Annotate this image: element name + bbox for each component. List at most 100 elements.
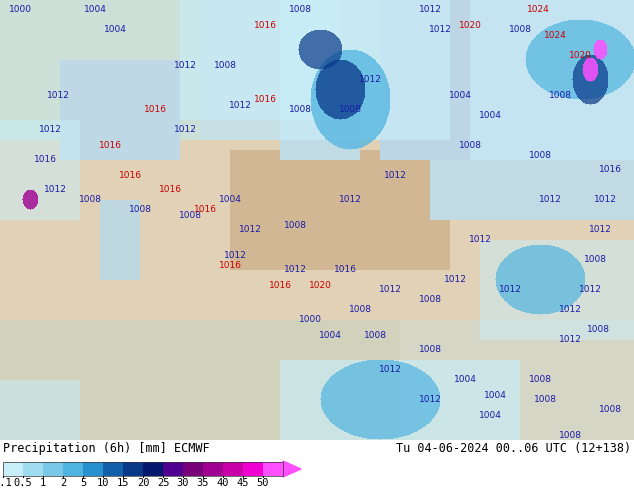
Text: 1012: 1012 xyxy=(283,266,306,274)
Bar xyxy=(43,462,63,476)
Text: 1016: 1016 xyxy=(119,171,141,179)
Text: 1000: 1000 xyxy=(299,316,321,324)
Bar xyxy=(183,462,203,476)
Bar xyxy=(143,462,163,476)
Text: 1016: 1016 xyxy=(98,141,122,149)
Text: 1008: 1008 xyxy=(179,211,202,220)
Text: 1020: 1020 xyxy=(458,21,481,29)
Text: 1012: 1012 xyxy=(579,286,602,294)
Bar xyxy=(103,462,123,476)
Text: 1004: 1004 xyxy=(219,196,242,204)
Text: 1008: 1008 xyxy=(288,105,311,115)
Text: 1020: 1020 xyxy=(309,280,332,290)
Text: 1012: 1012 xyxy=(538,196,562,204)
Bar xyxy=(63,462,83,476)
Text: 1008: 1008 xyxy=(283,220,306,229)
Text: 1004: 1004 xyxy=(318,330,342,340)
Text: 1008: 1008 xyxy=(529,375,552,385)
Text: 1016: 1016 xyxy=(219,261,242,270)
Text: 1012: 1012 xyxy=(339,196,361,204)
Text: 1008: 1008 xyxy=(79,196,101,204)
Text: 1008: 1008 xyxy=(548,91,571,99)
Text: 1012: 1012 xyxy=(224,250,247,260)
Text: 1012: 1012 xyxy=(229,100,252,109)
Text: 1008: 1008 xyxy=(339,105,361,115)
Text: 1024: 1024 xyxy=(527,5,550,15)
Text: 25: 25 xyxy=(157,478,169,488)
Text: 1008: 1008 xyxy=(598,406,621,415)
Text: 10: 10 xyxy=(97,478,109,488)
Text: 40: 40 xyxy=(217,478,230,488)
Text: 1008: 1008 xyxy=(583,255,607,265)
Text: 1004: 1004 xyxy=(449,91,472,99)
Text: 1012: 1012 xyxy=(378,286,401,294)
Text: 1008: 1008 xyxy=(586,325,609,335)
Text: 1000: 1000 xyxy=(8,5,32,15)
Bar xyxy=(223,462,243,476)
Text: 30: 30 xyxy=(177,478,190,488)
Bar xyxy=(3,462,23,476)
Text: 1016: 1016 xyxy=(158,186,181,195)
Text: 1012: 1012 xyxy=(444,275,467,285)
Text: Precipitation (6h) [mm] ECMWF: Precipitation (6h) [mm] ECMWF xyxy=(3,442,210,455)
Text: 5: 5 xyxy=(80,478,86,488)
Bar xyxy=(163,462,183,476)
Text: 1: 1 xyxy=(40,478,46,488)
Text: 1008: 1008 xyxy=(349,305,372,315)
Bar xyxy=(3,462,283,476)
Bar xyxy=(263,462,283,476)
Text: 0.5: 0.5 xyxy=(13,478,32,488)
Text: 2: 2 xyxy=(60,478,66,488)
Text: 1012: 1012 xyxy=(44,186,67,195)
Bar xyxy=(203,462,223,476)
Text: 1008: 1008 xyxy=(559,431,581,440)
Text: 45: 45 xyxy=(236,478,249,488)
Text: 1012: 1012 xyxy=(359,75,382,84)
Text: 1012: 1012 xyxy=(429,25,451,34)
Text: 1016: 1016 xyxy=(598,166,621,174)
Text: 1012: 1012 xyxy=(559,336,581,344)
Bar xyxy=(123,462,143,476)
Text: 1012: 1012 xyxy=(238,225,261,235)
Text: 1004: 1004 xyxy=(103,25,126,34)
Text: 1008: 1008 xyxy=(363,330,387,340)
Text: 1004: 1004 xyxy=(479,111,501,120)
Text: 1008: 1008 xyxy=(508,25,531,34)
Text: 1012: 1012 xyxy=(469,236,491,245)
Text: 1012: 1012 xyxy=(46,91,70,99)
Text: 1012: 1012 xyxy=(418,395,441,405)
Text: 1012: 1012 xyxy=(593,196,616,204)
Text: Tu 04-06-2024 00..06 UTC (12+138): Tu 04-06-2024 00..06 UTC (12+138) xyxy=(396,442,631,455)
Text: 1012: 1012 xyxy=(559,305,581,315)
Polygon shape xyxy=(283,461,301,477)
Text: 1004: 1004 xyxy=(484,391,507,399)
Text: 1020: 1020 xyxy=(569,50,592,59)
Text: 1004: 1004 xyxy=(84,5,107,15)
Text: 35: 35 xyxy=(197,478,209,488)
Text: 1012: 1012 xyxy=(498,286,521,294)
Text: 1012: 1012 xyxy=(384,171,406,179)
Text: 0.1: 0.1 xyxy=(0,478,13,488)
Text: 1008: 1008 xyxy=(418,295,441,304)
Bar xyxy=(243,462,263,476)
Text: 1008: 1008 xyxy=(288,5,311,15)
Text: 50: 50 xyxy=(257,478,269,488)
Text: 20: 20 xyxy=(137,478,149,488)
Text: 15: 15 xyxy=(117,478,129,488)
Text: 1012: 1012 xyxy=(174,60,197,70)
Text: 1004: 1004 xyxy=(453,375,476,385)
Text: 1008: 1008 xyxy=(458,141,481,149)
Text: 1016: 1016 xyxy=(333,266,356,274)
Text: 1012: 1012 xyxy=(378,366,401,374)
Text: 1004: 1004 xyxy=(479,411,501,419)
Text: 1008: 1008 xyxy=(533,395,557,405)
Text: 1012: 1012 xyxy=(39,125,61,134)
Text: 1008: 1008 xyxy=(418,345,441,354)
Text: 1012: 1012 xyxy=(174,125,197,134)
Text: 1016: 1016 xyxy=(269,280,292,290)
Text: 1012: 1012 xyxy=(588,225,611,235)
Text: 1016: 1016 xyxy=(143,105,167,115)
Text: 1024: 1024 xyxy=(543,30,566,40)
Text: 1008: 1008 xyxy=(214,60,236,70)
Text: 1016: 1016 xyxy=(34,155,56,165)
